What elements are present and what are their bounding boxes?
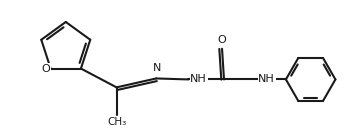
Text: NH: NH <box>258 74 275 84</box>
Text: CH₃: CH₃ <box>107 117 126 127</box>
Text: N: N <box>153 63 161 73</box>
Text: O: O <box>218 35 227 45</box>
Text: O: O <box>41 63 50 74</box>
Text: NH: NH <box>190 74 207 84</box>
